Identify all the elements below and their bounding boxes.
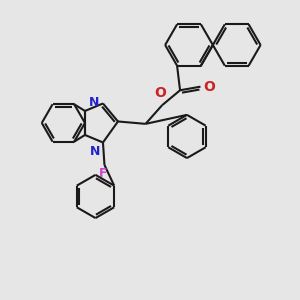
Text: N: N <box>90 145 100 158</box>
Text: N: N <box>89 96 99 110</box>
Text: O: O <box>203 80 215 94</box>
Text: O: O <box>154 86 166 100</box>
Text: F: F <box>99 167 108 180</box>
